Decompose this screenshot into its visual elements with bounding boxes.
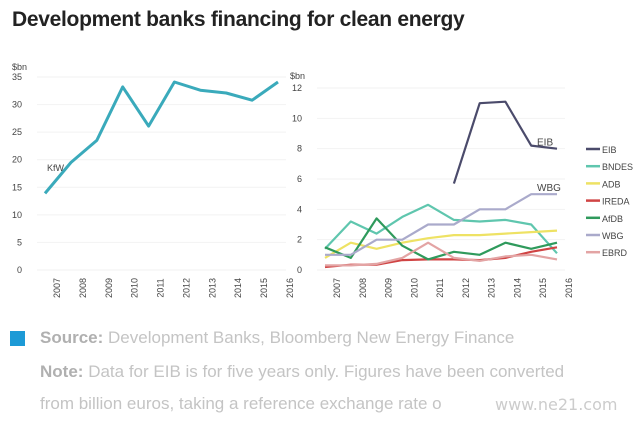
series-line-kfw: [43, 80, 279, 195]
series-line-wbg: [325, 193, 557, 256]
x-tick-label: 2016: [285, 278, 295, 298]
legend-label-ireda: IREDA: [602, 197, 630, 207]
y-axis-unit: $bn: [290, 71, 305, 81]
note-line-2: from billion euros, taking a reference e…: [40, 394, 442, 413]
y-tick-label: 8: [297, 144, 302, 154]
legend-label-eib: EIB: [602, 145, 617, 155]
y-tick-label: 0: [297, 265, 302, 275]
x-tick-label: 2011: [435, 278, 445, 297]
series-line-afdb: [324, 217, 558, 261]
x-tick-label: 2013: [487, 278, 497, 298]
series-label-kfw: KfW: [47, 163, 65, 173]
note-text: Data for EIB is for five years only. Fig…: [88, 362, 565, 381]
x-tick-label: 2010: [130, 278, 140, 298]
x-tick-label: 2010: [409, 278, 419, 298]
y-tick-label: 15: [12, 182, 22, 192]
legend-label-ebrd: EBRD: [602, 248, 628, 258]
legend-label-afdb: AfDB: [602, 214, 623, 224]
x-tick-label: 2007: [52, 278, 62, 298]
x-tick-label: 2015: [538, 278, 548, 298]
y-tick-label: 5: [17, 237, 22, 247]
source-marker: [10, 331, 25, 346]
x-tick-label: 2013: [207, 278, 217, 298]
page-title: Development banks financing for clean en…: [12, 8, 465, 31]
x-tick-label: 2012: [181, 278, 191, 298]
x-tick-label: 2014: [233, 278, 243, 298]
y-tick-label: 35: [12, 72, 22, 82]
source-line: Source: Development Banks, Bloomberg New…: [40, 328, 514, 348]
x-tick-label: 2007: [332, 278, 342, 298]
series-label-eib: EIB: [537, 138, 553, 149]
y-tick-label: 10: [292, 113, 302, 123]
y-tick-label: 2: [297, 235, 302, 245]
x-tick-label: 2014: [512, 278, 522, 298]
source-label: Source:: [40, 328, 104, 347]
x-tick-label: 2012: [461, 278, 471, 298]
y-tick-label: 4: [297, 204, 302, 214]
note-line: Note: Data for EIB is for five years onl…: [40, 362, 564, 382]
note-label: Note:: [40, 362, 84, 381]
y-tick-label: 30: [12, 100, 22, 110]
x-tick-label: 2011: [156, 278, 166, 297]
y-axis-unit: $bn: [12, 62, 27, 72]
x-tick-label: 2016: [564, 278, 574, 298]
source-text: Development Banks, Bloomberg New Energy …: [108, 328, 515, 347]
series-line-bndes: [324, 203, 558, 255]
series-label-wbg: WBG: [537, 183, 561, 194]
watermark: www.ne21.com: [495, 395, 618, 414]
x-tick-label: 2008: [358, 278, 368, 298]
y-tick-label: 20: [12, 155, 22, 165]
legend-label-adb: ADB: [602, 179, 621, 189]
x-tick-label: 2009: [384, 278, 394, 298]
x-tick-label: 2015: [259, 278, 269, 298]
x-tick-label: 2008: [78, 278, 88, 298]
series-line-ebrd: [325, 241, 558, 267]
series-line-adb: [324, 229, 558, 259]
y-tick-label: 0: [17, 265, 22, 275]
y-tick-label: 25: [12, 127, 22, 137]
y-tick-label: 6: [297, 174, 302, 184]
x-tick-label: 2009: [104, 278, 114, 298]
series-line-eib: [452, 100, 558, 184]
y-tick-label: 12: [292, 83, 302, 93]
y-tick-label: 10: [12, 210, 22, 220]
legend-label-wbg: WBG: [602, 231, 624, 241]
legend-label-bndes: BNDES: [602, 162, 633, 172]
